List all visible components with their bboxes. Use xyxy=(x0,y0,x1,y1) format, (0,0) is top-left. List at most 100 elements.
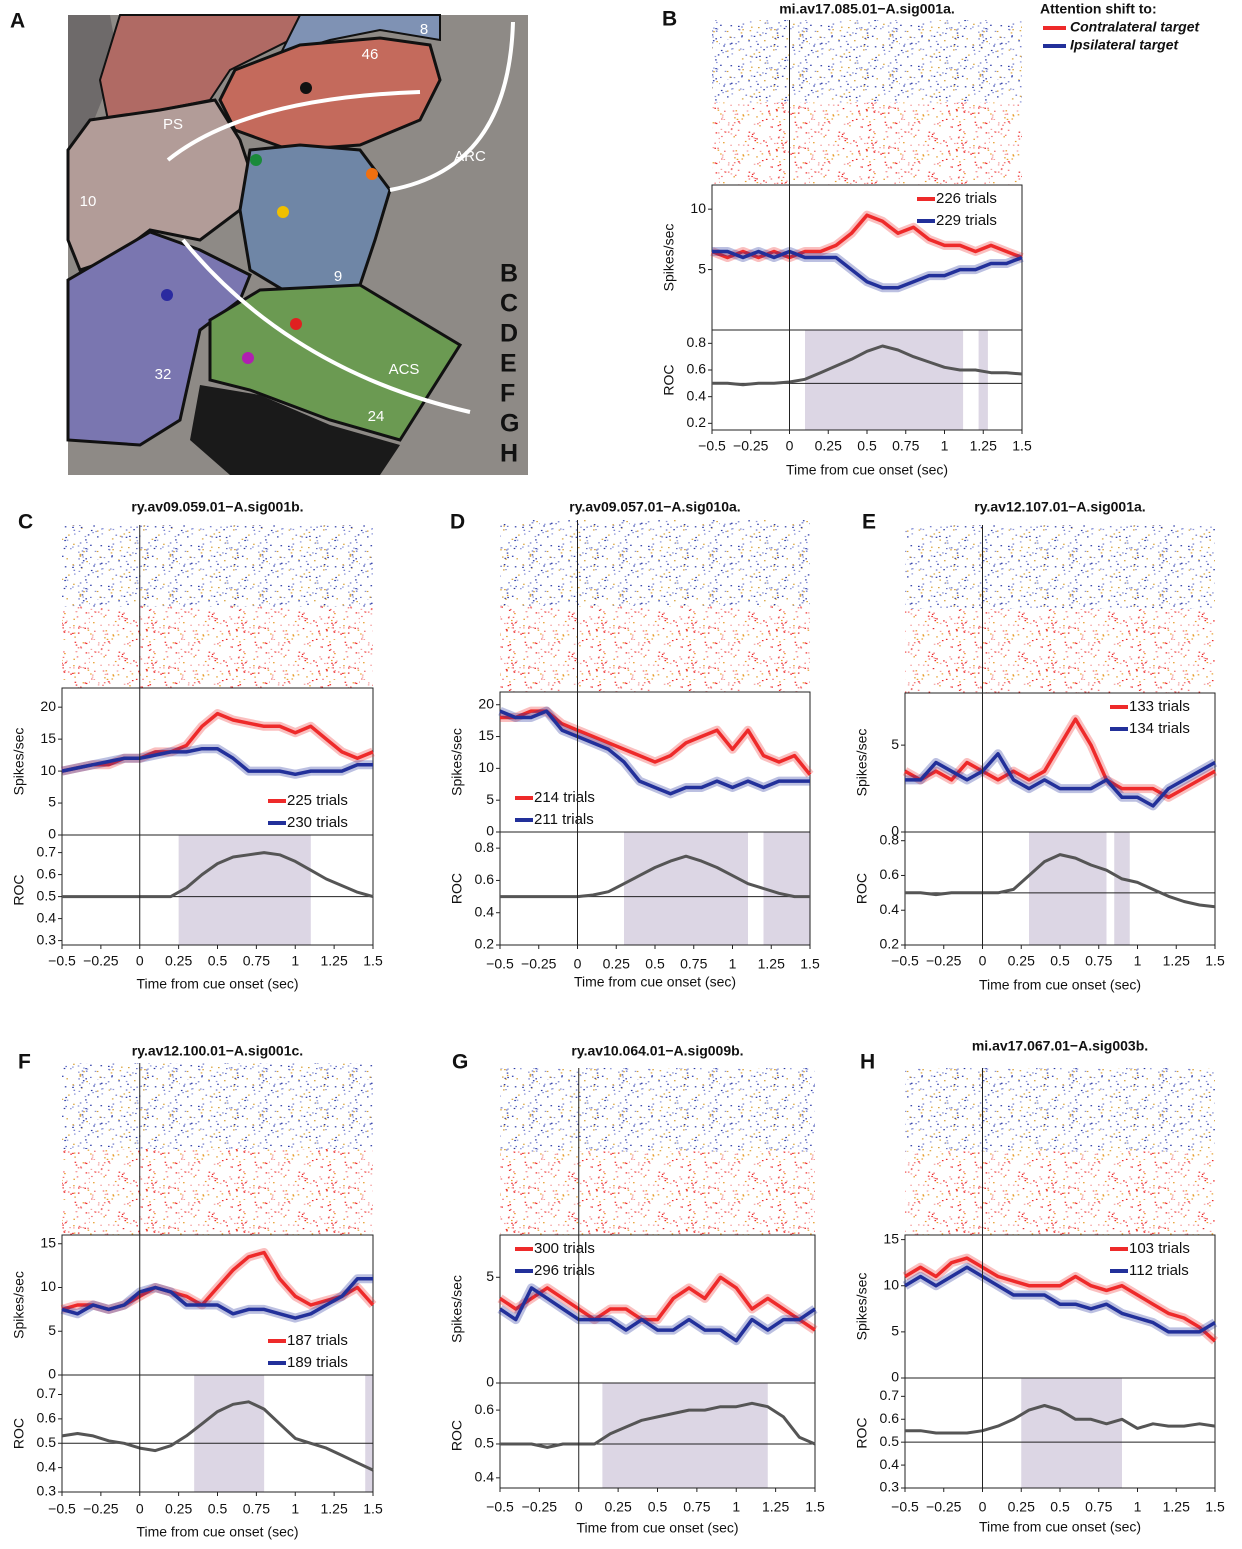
panel-title: mi.av17.067.01−A.sig003b. xyxy=(972,1038,1148,1054)
panel-title: ry.av12.107.01−A.sig001a. xyxy=(974,499,1145,515)
panel-label: C xyxy=(18,511,33,534)
y-tick-label: 0.8 xyxy=(475,839,495,855)
x-tick-label: 0.75 xyxy=(680,956,707,972)
raster-ipsi xyxy=(905,525,1215,609)
map-label: ACS xyxy=(389,361,420,378)
significance-shade xyxy=(978,330,988,430)
y-tick-label: 15 xyxy=(40,730,56,746)
x-axis-label: Time from cue onset (sec) xyxy=(979,977,1141,993)
spike-frame xyxy=(499,1234,816,1384)
y-tick-label: 0.6 xyxy=(880,1410,900,1426)
map-label: PS xyxy=(163,116,183,133)
site-letter: H xyxy=(500,440,518,468)
x-tick-label: 1.25 xyxy=(1163,953,1190,969)
map-label: 24 xyxy=(368,408,385,425)
x-tick-label: 0 xyxy=(786,438,794,454)
y-tick-label: 0.6 xyxy=(475,871,495,887)
roc-line xyxy=(905,853,1216,909)
legend-entry: 296 trials xyxy=(534,1262,595,1279)
raster-ipsi xyxy=(500,520,810,606)
panel-label: G xyxy=(452,1051,468,1074)
site-letter: G xyxy=(500,410,519,438)
x-tick-label: 0.5 xyxy=(648,1499,668,1515)
x-tick-label: 0.25 xyxy=(603,956,630,972)
y-axis-label: ROC xyxy=(661,364,677,395)
raster-ipsi xyxy=(905,1068,1215,1152)
y-tick-label: 0.4 xyxy=(880,1456,900,1472)
map-label: ARC xyxy=(454,148,486,165)
panel-label: E xyxy=(862,511,876,534)
significance-shade xyxy=(178,835,311,945)
x-tick-label: 1 xyxy=(732,1499,740,1515)
y-tick-label: 0.6 xyxy=(37,865,57,881)
y-tick-label: 0.4 xyxy=(37,1458,57,1474)
x-tick-label: −0.25 xyxy=(522,1499,558,1515)
map-label: 8 xyxy=(420,21,428,38)
panel-title: ry.av10.064.01−A.sig009b. xyxy=(571,1043,743,1059)
y-tick-label: 0 xyxy=(486,1374,494,1390)
y-tick-label: 0.5 xyxy=(880,1433,900,1449)
y-tick-label: 0.2 xyxy=(475,936,495,952)
y-axis-label: Spikes/sec xyxy=(854,729,870,797)
y-tick-label: 15 xyxy=(40,1234,56,1250)
map-panel: A xyxy=(10,10,528,475)
panel-title: ry.av09.057.01−A.sig010a. xyxy=(569,499,740,515)
site-dot xyxy=(161,289,173,301)
raster-contra xyxy=(62,606,373,688)
x-tick-label: −0.5 xyxy=(891,1499,919,1515)
x-tick-label: −0.5 xyxy=(486,1499,514,1515)
roc-line xyxy=(500,854,810,899)
y-tick-label: 5 xyxy=(891,1323,899,1339)
x-tick-label: 1 xyxy=(1134,953,1142,969)
y-tick-label: 0.6 xyxy=(475,1401,495,1417)
y-tick-label: 0.5 xyxy=(37,887,57,903)
y-axis-label: ROC xyxy=(854,873,870,904)
site-dot xyxy=(242,352,254,364)
y-tick-label: 15 xyxy=(883,1230,899,1246)
raster-contra xyxy=(500,1151,815,1235)
panel-title: mi.av17.085.01−A.sig001a. xyxy=(779,1,955,17)
y-tick-label: 0.4 xyxy=(37,909,57,925)
y-tick-label: 0 xyxy=(891,1369,899,1385)
raster-ipsi xyxy=(62,525,373,607)
y-tick-label: 0.7 xyxy=(880,1387,900,1403)
map-label: 9 xyxy=(334,268,342,285)
significance-shade xyxy=(1021,1378,1122,1488)
x-tick-label: 0.75 xyxy=(892,438,919,454)
legend-entry: 226 trials xyxy=(936,190,997,207)
x-tick-label: 1.5 xyxy=(1205,1499,1225,1515)
site-dot xyxy=(290,318,302,330)
x-tick-label: 0 xyxy=(575,1499,583,1515)
legend-entry: 229 trials xyxy=(936,212,997,229)
y-axis-label: Spikes/sec xyxy=(854,1273,870,1341)
y-tick-label: 0.4 xyxy=(475,1469,495,1485)
raster-contra xyxy=(712,102,1022,185)
y-tick-label: 5 xyxy=(698,260,706,276)
x-axis-label: Time from cue onset (sec) xyxy=(136,1524,298,1540)
legend-entry: 187 trials xyxy=(287,1332,348,1349)
x-tick-label: 1.5 xyxy=(805,1499,825,1515)
legend-entry: 214 trials xyxy=(534,789,595,806)
roc-line xyxy=(62,851,374,899)
raster-contra xyxy=(500,606,810,692)
x-tick-label: 0.5 xyxy=(857,438,877,454)
significance-shade xyxy=(1029,832,1107,945)
panel-label: F xyxy=(18,1051,31,1074)
y-tick-label: 10 xyxy=(883,1276,899,1292)
y-tick-label: 0.3 xyxy=(880,1479,900,1495)
x-tick-label: 0 xyxy=(979,953,987,969)
spike-line xyxy=(61,746,373,777)
panel-title: ry.av09.059.01−A.sig001b. xyxy=(131,499,303,515)
y-tick-label: 0 xyxy=(48,826,56,842)
x-tick-label: 0.5 xyxy=(1050,953,1070,969)
significance-shade xyxy=(763,832,810,945)
x-tick-label: −0.5 xyxy=(48,953,76,969)
legend-entry: Ipsilateral target xyxy=(1070,37,1179,53)
raster-ipsi xyxy=(500,1068,815,1152)
raster-contra xyxy=(905,1151,1215,1235)
x-tick-label: 0.5 xyxy=(208,953,228,969)
site-letter: F xyxy=(500,380,515,408)
x-tick-label: 0.75 xyxy=(683,1499,710,1515)
y-tick-label: 10 xyxy=(690,200,706,216)
